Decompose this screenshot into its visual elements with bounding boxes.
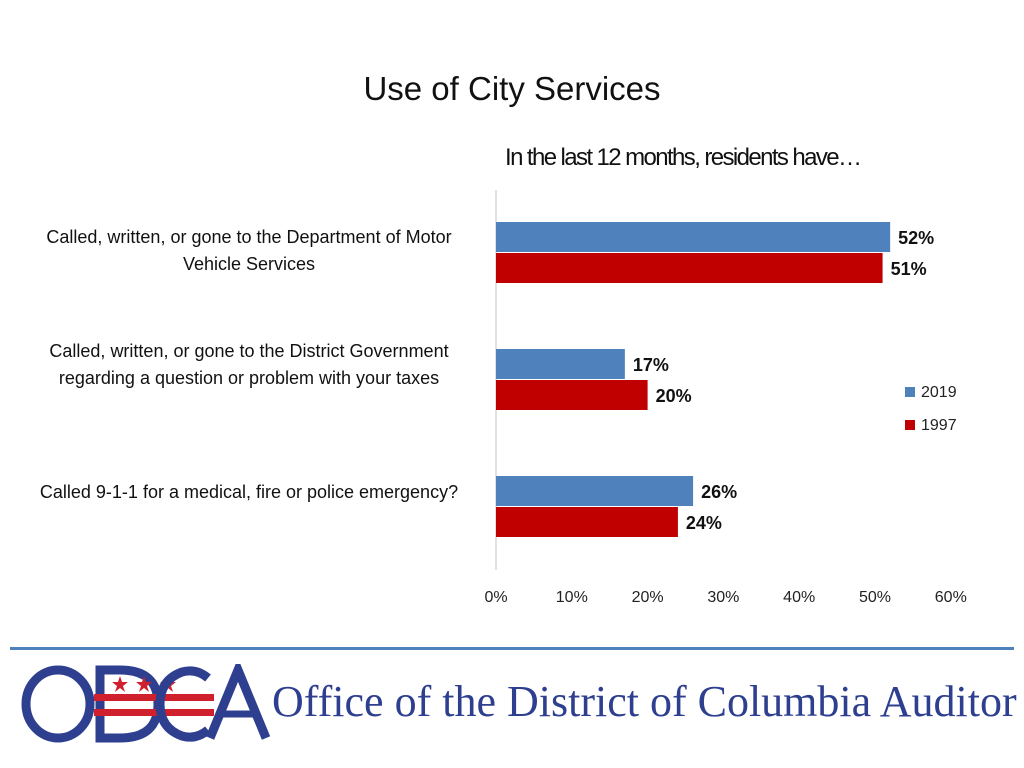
legend-item-2019: 2019	[905, 384, 957, 402]
legend-item-1997: 1997	[905, 417, 957, 435]
bar-2019-2	[496, 476, 694, 506]
x-tick-label: 40%	[783, 589, 815, 606]
category-label-911: Called 9-1-1 for a medical, fire or poli…	[39, 482, 459, 502]
footer-org-name: Office of the District of Columbia Audit…	[272, 677, 1017, 726]
category-label-taxes: Called, written, or gone to the District…	[49, 341, 449, 388]
chart-title: Use of City Services	[363, 70, 661, 107]
bar-1997-2	[496, 507, 678, 537]
bar-chart: 52% 17% 26% 51% 20% 24% 0% 10% 20% 30% 40% 50% 60%	[484, 190, 967, 606]
bar-1997-0	[496, 253, 883, 283]
data-label-1997-2: 24%	[686, 513, 722, 533]
bar-2019-0	[496, 222, 891, 252]
data-label-2019-2: 26%	[701, 482, 737, 502]
category-label-dmv: Called, written, or gone to the Departme…	[46, 227, 452, 274]
x-tick-label: 20%	[632, 589, 664, 606]
data-label-2019-1: 17%	[633, 355, 669, 375]
bar-2019-1	[496, 349, 625, 379]
data-label-2019-0: 52%	[898, 228, 934, 248]
data-label-1997-0: 51%	[891, 259, 927, 279]
chart-subtitle: In the last 12 months, residents have…	[505, 144, 862, 171]
data-label-1997-1: 20%	[656, 386, 692, 406]
x-tick-label: 60%	[935, 589, 967, 606]
x-tick-label: 30%	[707, 589, 739, 606]
legend-label-1997: 1997	[921, 417, 957, 434]
legend-label-2019: 2019	[921, 384, 957, 401]
legend-swatch-1997	[905, 420, 915, 430]
x-tick-label: 10%	[556, 589, 588, 606]
odca-logo	[21, 664, 270, 743]
legend-swatch-2019	[905, 387, 915, 397]
bar-1997-1	[496, 380, 648, 410]
x-tick-label: 0%	[484, 589, 507, 606]
footer-divider	[10, 647, 1014, 650]
x-tick-label: 50%	[859, 589, 891, 606]
